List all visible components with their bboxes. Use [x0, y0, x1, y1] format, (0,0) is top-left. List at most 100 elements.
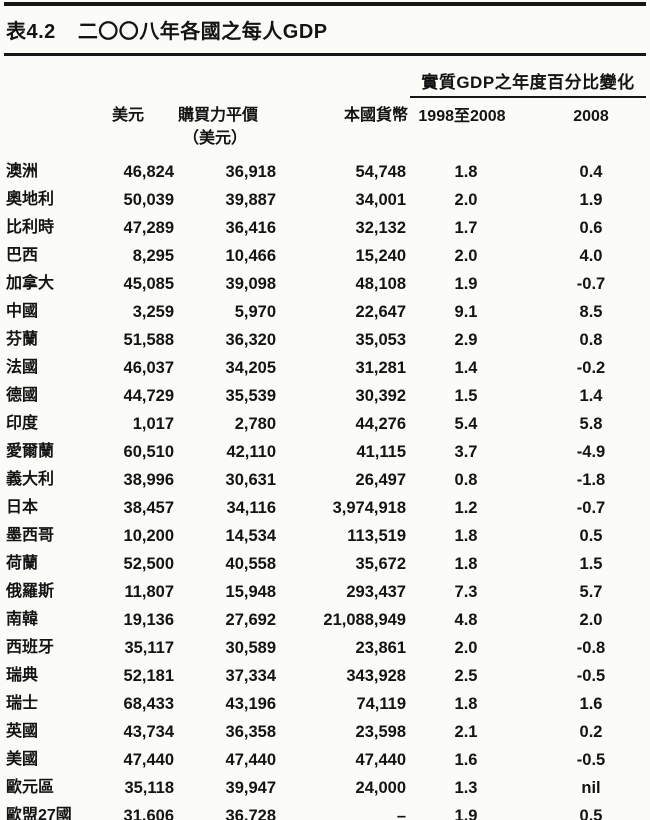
change-2008-cell: 0.5 [579, 527, 603, 545]
country-cell: 俄羅斯 [6, 583, 55, 600]
ppp-usd-cell: 30,589 [225, 639, 276, 657]
country-cell: 奧地利 [6, 191, 55, 208]
ppp-usd-cell: 35,539 [225, 387, 276, 405]
usd-cell: 68,433 [123, 695, 174, 713]
usd-cell: 43,734 [123, 723, 174, 741]
table-row: 義大利 38,996 30,631 26,497 0.8 -1.8 [4, 466, 646, 494]
ppp-usd-cell: 42,110 [226, 443, 276, 461]
ppp-usd-cell: 40,558 [225, 555, 276, 573]
change-1998-2008-cell: 1.7 [454, 219, 478, 237]
usd-cell: 8,295 [132, 247, 174, 265]
country-cell: 瑞士 [6, 695, 39, 712]
country-cell: 美國 [6, 751, 39, 768]
change-2008-cell: 0.4 [579, 163, 603, 181]
country-cell: 義大利 [6, 471, 55, 488]
country-cell: 英國 [6, 723, 39, 740]
table-row: 中國 3,259 5,970 22,647 9.1 8.5 [4, 298, 646, 326]
change-1998-2008-cell: 0.8 [454, 471, 478, 489]
local-currency-cell: 22,647 [355, 303, 406, 321]
change-2008-cell: 2.0 [579, 611, 603, 629]
change-2008-cell: -0.7 [576, 499, 606, 517]
country-cell: 荷蘭 [6, 555, 39, 572]
change-1998-2008-cell: 3.7 [454, 443, 478, 461]
local-currency-cell: 47,440 [355, 751, 406, 769]
table-title: 表4.2 二〇〇八年各國之每人GDP [4, 6, 646, 53]
column-header-ppp-note: （美元） [182, 130, 247, 147]
table-row: 日本 38,457 34,116 3,974,918 1.2 -0.7 [4, 494, 646, 522]
column-header-local-currency: 本國貨幣 [343, 107, 408, 124]
usd-cell: 52,500 [123, 555, 174, 573]
change-2008-cell: -4.9 [576, 443, 606, 461]
table-row: 歐元區 35,118 39,947 24,000 1.3 nil [4, 774, 646, 802]
local-currency-cell: 44,276 [355, 415, 406, 433]
change-2008-cell: 1.6 [579, 695, 603, 713]
table-row: 印度 1,017 2,780 44,276 5.4 5.8 [4, 410, 646, 438]
ppp-usd-cell: 36,918 [225, 163, 276, 181]
group-header-real-gdp-change: 實質GDP之年度百分比變化 [410, 56, 646, 98]
usd-cell: 46,824 [123, 163, 174, 181]
usd-cell: 19,136 [123, 611, 174, 629]
change-1998-2008-cell: 1.6 [454, 751, 478, 769]
title-rule [4, 53, 646, 56]
usd-cell: 35,118 [124, 779, 174, 797]
table-row: 瑞士 68,433 43,196 74,119 1.8 1.6 [4, 690, 646, 718]
gdp-table: 實質GDP之年度百分比變化 美元 購買力平價 （美元） 本國貨幣 1998至20… [4, 56, 646, 820]
ppp-usd-cell: 39,098 [225, 275, 276, 293]
usd-cell: 1,017 [132, 415, 174, 433]
change-1998-2008-cell: 4.8 [454, 611, 478, 629]
local-currency-cell: 31,281 [355, 359, 406, 377]
usd-cell: 44,729 [123, 387, 174, 405]
table-row: 愛爾蘭 60,510 42,110 41,115 3.7 -4.9 [4, 438, 646, 466]
country-cell: 比利時 [6, 219, 55, 236]
change-2008-cell: -0.5 [576, 751, 606, 769]
country-cell: 日本 [6, 499, 39, 516]
country-cell: 澳洲 [6, 163, 39, 180]
ppp-usd-cell: 27,692 [225, 611, 276, 629]
country-cell: 加拿大 [6, 275, 55, 292]
local-currency-cell: 48,108 [355, 275, 406, 293]
ppp-usd-cell: 36,728 [225, 807, 276, 820]
usd-cell: 3,259 [132, 303, 174, 321]
table-title-text: 二〇〇八年各國之每人GDP [77, 21, 328, 43]
usd-cell: 45,085 [123, 275, 174, 293]
usd-cell: 52,181 [123, 667, 174, 685]
table-row: 比利時 47,289 36,416 32,132 1.7 0.6 [4, 214, 646, 242]
change-1998-2008-cell: 1.9 [454, 807, 478, 820]
local-currency-cell: 26,497 [355, 471, 406, 489]
change-1998-2008-cell: 1.5 [454, 387, 478, 405]
change-2008-cell: 5.8 [579, 415, 603, 433]
table-row: 瑞典 52,181 37,334 343,928 2.5 -0.5 [4, 662, 646, 690]
table-row: 巴西 8,295 10,466 15,240 2.0 4.0 [4, 242, 646, 270]
ppp-usd-cell: 34,116 [226, 499, 276, 517]
usd-cell: 51,588 [123, 331, 174, 349]
local-currency-cell: 54,748 [355, 163, 406, 181]
country-cell: 法國 [6, 359, 39, 376]
local-currency-cell: 23,598 [355, 723, 406, 741]
local-currency-cell: 3,974,918 [332, 499, 406, 517]
column-header-ppp-label: 購買力平價 [178, 107, 259, 124]
table-body: 澳洲 46,824 36,918 54,748 1.8 0.4 奧地利 50,0… [4, 150, 646, 820]
ppp-usd-cell: 39,947 [225, 779, 276, 797]
column-header-row: 美元 購買力平價 （美元） 本國貨幣 1998至2008 2008 [4, 97, 646, 150]
group-header-spacer [4, 56, 410, 97]
country-cell: 南韓 [6, 611, 39, 628]
country-cell: 歐元區 [6, 779, 55, 796]
ppp-usd-cell: 2,780 [234, 415, 276, 433]
local-currency-cell: 293,437 [346, 583, 406, 601]
ppp-usd-cell: 36,358 [225, 723, 276, 741]
usd-cell: 38,996 [123, 471, 174, 489]
ppp-usd-cell: 43,196 [225, 695, 276, 713]
column-header-2008: 2008 [573, 108, 609, 125]
local-currency-cell: 34,001 [355, 191, 406, 209]
usd-cell: 11,807 [124, 583, 174, 601]
change-2008-cell: 0.6 [579, 219, 603, 237]
local-currency-cell: 24,000 [355, 779, 406, 797]
column-header-country [4, 97, 100, 150]
country-cell: 愛爾蘭 [6, 443, 55, 460]
table-row: 奧地利 50,039 39,887 34,001 2.0 1.9 [4, 186, 646, 214]
column-header-1998-2008: 1998至2008 [418, 108, 506, 125]
change-2008-cell: -0.8 [576, 639, 606, 657]
table-row: 美國 47,440 47,440 47,440 1.6 -0.5 [4, 746, 646, 774]
table-header: 實質GDP之年度百分比變化 美元 購買力平價 （美元） 本國貨幣 1998至20… [4, 56, 646, 150]
local-currency-cell: 15,240 [355, 247, 406, 265]
